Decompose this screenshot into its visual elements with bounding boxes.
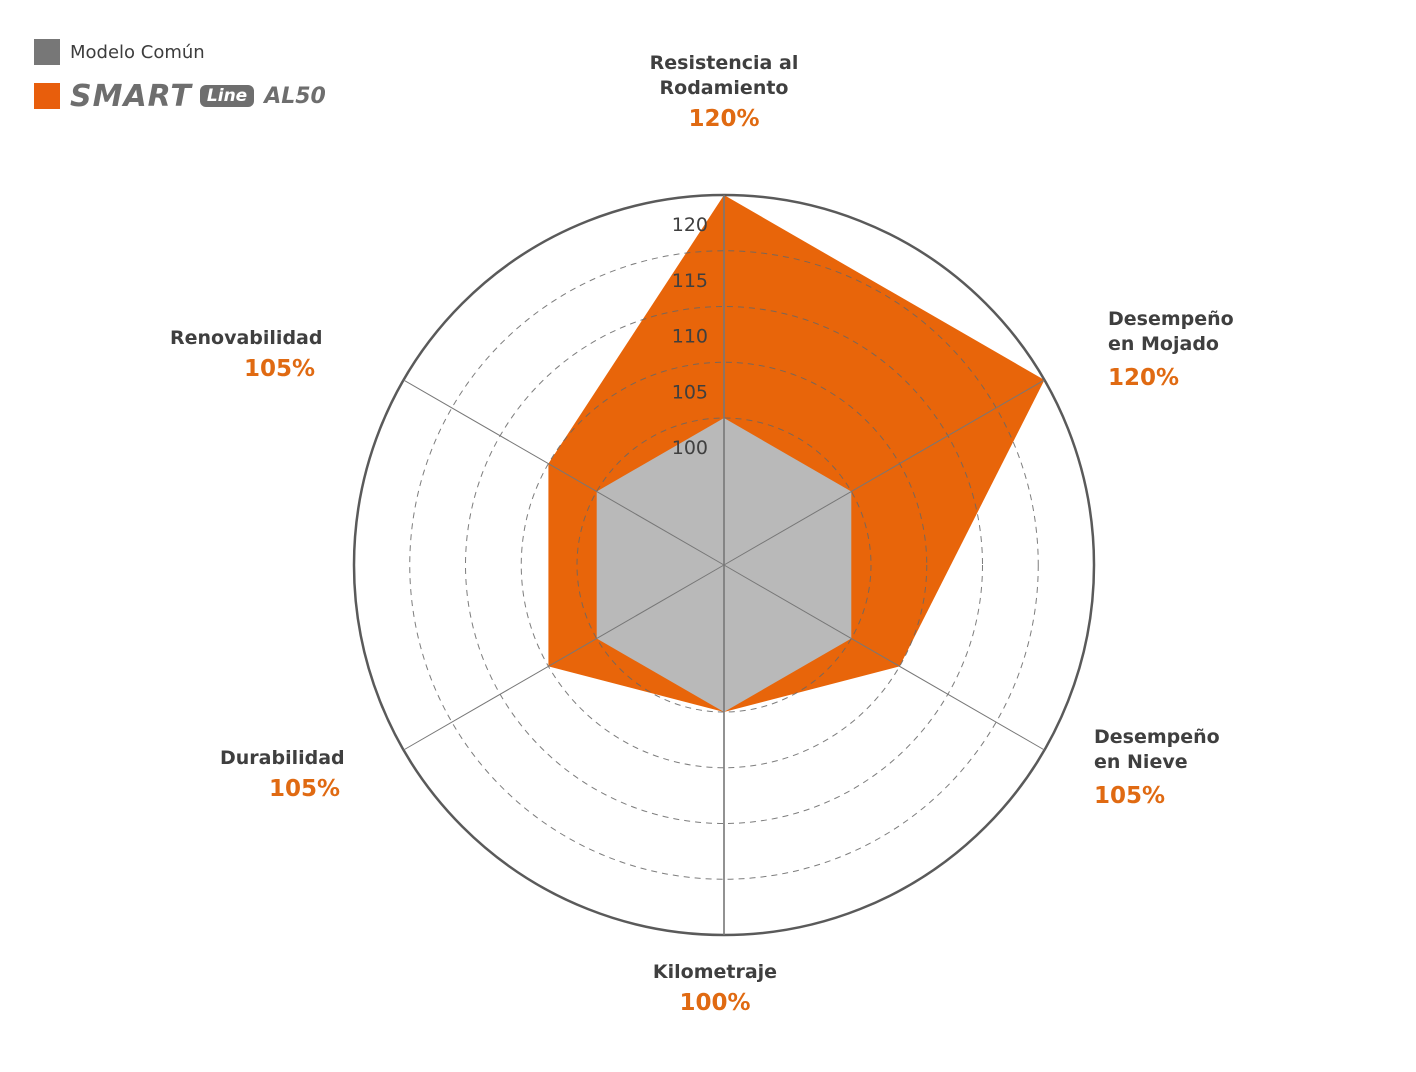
brand-sub: Line (199, 85, 255, 107)
axis-label-line1: Desempeño (1094, 726, 1220, 748)
axis-label-line2: en Mojado (1108, 333, 1219, 355)
legend-swatch-gray (34, 39, 60, 65)
axis-value: 100% (679, 990, 751, 1016)
brand-model: AL50 (264, 83, 326, 109)
axis-label-line1: Kilometraje (652, 961, 778, 983)
legend: Modelo Común SMART Line AL50 (34, 38, 326, 126)
axis-value: 120% (688, 106, 760, 132)
axis-label-line2: Rodamiento (659, 77, 789, 99)
axis-spoke (403, 564, 725, 751)
axis-label-mojado: Desempeño en Mojado 120% (1108, 307, 1234, 391)
axis-spoke (723, 379, 1045, 566)
axis-spoke (403, 379, 725, 566)
legend-item-smartline: SMART Line AL50 (34, 79, 326, 114)
brand-logo: SMART Line AL50 (70, 79, 326, 114)
axis-spoke (723, 564, 1045, 751)
legend-swatch-orange (34, 83, 60, 109)
axis-label-durabilidad: Durabilidad 105% (220, 746, 345, 802)
axis-value: 105% (268, 776, 340, 802)
axis-label-renovabilidad: Renovabilidad 105% (170, 326, 323, 382)
tick-label-110: 110 (672, 326, 708, 348)
grid-ring-105 (520, 361, 928, 769)
axis-label-resistencia: Resistencia al Rodamiento 120% (624, 51, 824, 132)
axis-value: 120% (1108, 365, 1180, 391)
tick-label-115: 115 (672, 270, 708, 292)
tick-label-100: 100 (672, 437, 708, 459)
axis-value: 105% (1094, 783, 1166, 809)
tick-label-105: 105 (672, 381, 708, 403)
legend-item-modelo-comun: Modelo Común (34, 38, 326, 66)
brand-main: SMART (70, 78, 192, 114)
axis-label-line1: Resistencia al (649, 52, 799, 74)
axis-label-line1: Desempeño (1108, 308, 1234, 330)
axis-label-kilometraje: Kilometraje 100% (615, 960, 815, 1016)
tick-label-120: 120 (672, 214, 708, 236)
axis-label-line2: en Nieve (1094, 751, 1188, 773)
grid-ring-115 (409, 250, 1039, 880)
legend-label: Modelo Común (70, 41, 205, 63)
axis-label-nieve: Desempeño en Nieve 105% (1094, 725, 1220, 809)
axis-label-line1: Durabilidad (220, 747, 345, 769)
axis-value: 105% (243, 356, 315, 382)
axis-label-line1: Renovabilidad (170, 327, 323, 349)
grid-ring-110 (465, 306, 983, 824)
grid-ring-100 (576, 417, 872, 713)
